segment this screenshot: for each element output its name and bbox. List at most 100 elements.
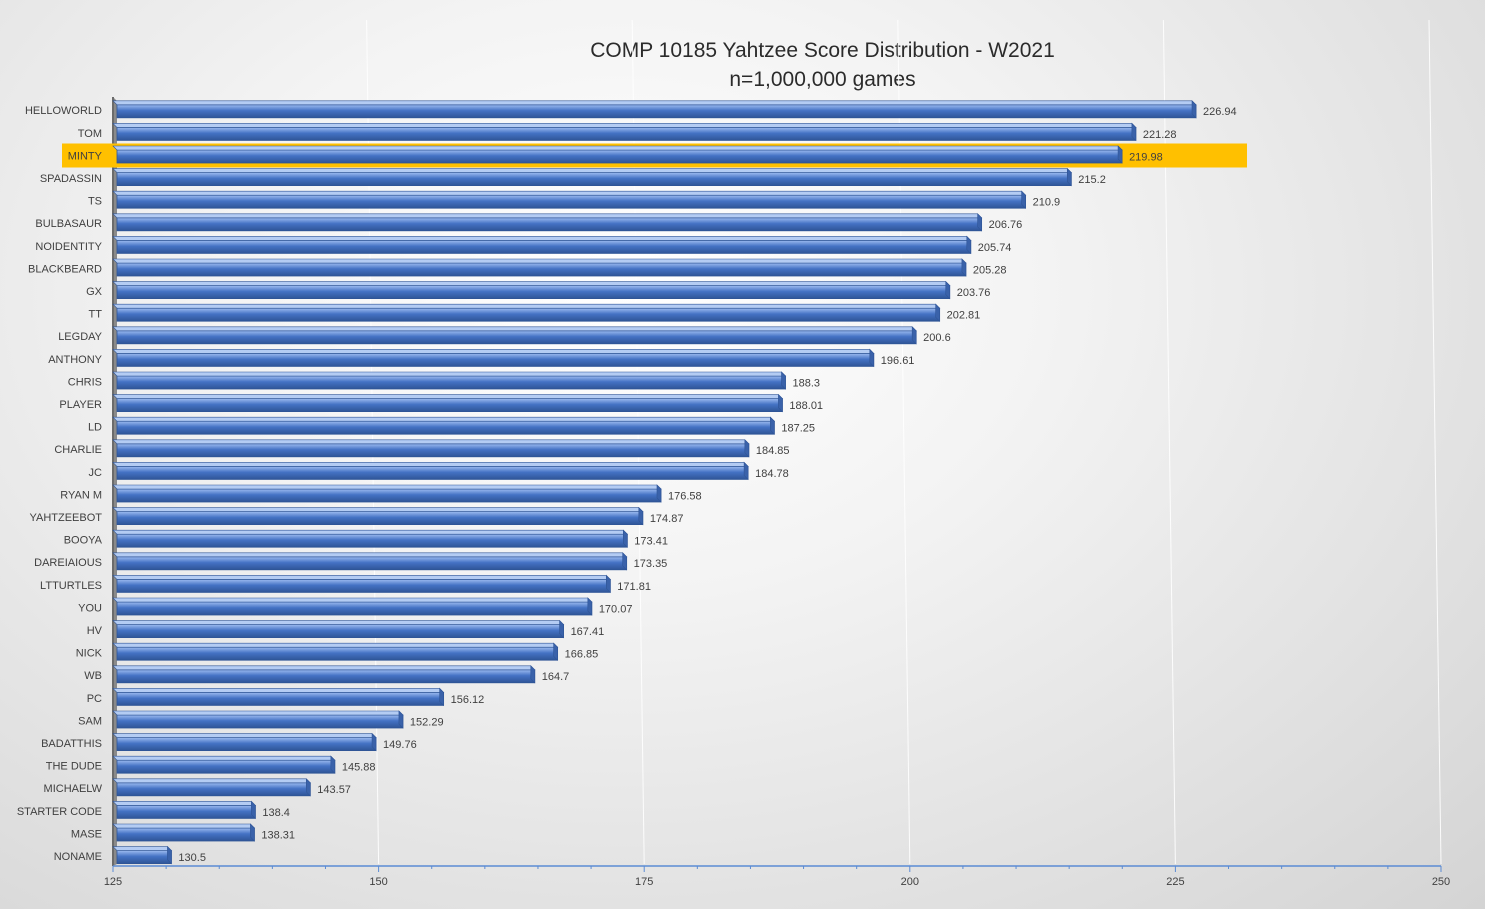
bar-ltturtles bbox=[112, 574, 612, 594]
chart-title: COMP 10185 Yahtzee Score Distribution - … bbox=[590, 39, 1055, 62]
bar-end bbox=[553, 642, 558, 661]
bar-end bbox=[439, 687, 444, 707]
category-label: CHARLIE bbox=[54, 444, 102, 456]
category-label: DAREIAIOUS bbox=[34, 557, 102, 569]
bar-face bbox=[116, 330, 917, 345]
bar-noname bbox=[112, 845, 173, 865]
bar-mase bbox=[112, 823, 256, 842]
bar-hv bbox=[112, 619, 565, 639]
bar-ryan-m bbox=[112, 484, 662, 503]
bar-end bbox=[1191, 100, 1197, 119]
data-label: 205.28 bbox=[973, 264, 1007, 276]
category-label: MINTY bbox=[68, 150, 103, 162]
bar-top bbox=[112, 575, 612, 580]
category-label: BADATTHIS bbox=[41, 738, 102, 750]
category-label: JC bbox=[89, 467, 103, 479]
bar-top bbox=[112, 123, 1137, 128]
bar-badatthis bbox=[112, 732, 377, 752]
x-tick-label: 175 bbox=[635, 876, 653, 888]
data-label: 200.6 bbox=[923, 332, 951, 344]
bar-top bbox=[112, 710, 404, 716]
bar-end bbox=[622, 552, 627, 571]
bar-top bbox=[112, 484, 662, 490]
bar-charlie bbox=[112, 439, 750, 458]
bar-end bbox=[559, 619, 564, 639]
bar-face bbox=[116, 759, 336, 774]
category-label: PLAYER bbox=[59, 399, 102, 411]
data-label: 176.58 bbox=[668, 490, 702, 502]
category-label: YOU bbox=[78, 602, 102, 614]
data-label: 188.01 bbox=[789, 400, 823, 412]
x-tick-label: 250 bbox=[1432, 876, 1450, 888]
category-label: YAHTZEEBOT bbox=[29, 512, 102, 524]
data-label: 149.76 bbox=[383, 739, 417, 751]
bar-ts bbox=[112, 190, 1027, 209]
bar-top bbox=[112, 168, 1073, 173]
data-label: 188.3 bbox=[792, 377, 820, 389]
bar-chris bbox=[112, 371, 787, 390]
bar-top bbox=[112, 642, 559, 648]
category-label: BOOYA bbox=[64, 535, 103, 547]
bar-top bbox=[112, 100, 1197, 106]
category-label: NONAME bbox=[54, 851, 102, 863]
category-label: BULBASAUR bbox=[35, 218, 102, 230]
bar-face bbox=[116, 194, 1027, 209]
bar-the-dude bbox=[112, 755, 336, 774]
bar-top bbox=[112, 529, 629, 535]
bar-helloworld bbox=[112, 100, 1197, 119]
gridline bbox=[1428, 19, 1442, 865]
bar-face bbox=[116, 420, 775, 435]
category-label: SAM bbox=[78, 715, 102, 727]
bar-michaelw bbox=[112, 778, 312, 797]
category-label: THE DUDE bbox=[46, 761, 102, 773]
bar-top bbox=[112, 190, 1027, 196]
data-label: 167.41 bbox=[571, 626, 605, 638]
bar-end bbox=[250, 823, 255, 842]
bar-end bbox=[935, 303, 940, 322]
bar-jc bbox=[112, 461, 749, 481]
bar-end bbox=[330, 755, 336, 774]
bar-top bbox=[112, 462, 749, 467]
bar-top bbox=[112, 236, 972, 241]
x-tick-label: 225 bbox=[1166, 876, 1184, 888]
bar-player bbox=[112, 393, 784, 413]
category-label: NICK bbox=[76, 648, 103, 660]
bar-top bbox=[112, 733, 377, 738]
category-label: HELLOWORLD bbox=[25, 105, 102, 117]
bar-top bbox=[112, 213, 983, 219]
bar-end bbox=[869, 348, 875, 368]
bar-minty bbox=[112, 145, 1123, 164]
category-label: TS bbox=[88, 196, 102, 208]
bar-face bbox=[116, 782, 311, 797]
bar-end bbox=[1066, 167, 1072, 187]
bar-end bbox=[371, 732, 377, 752]
data-label: 206.76 bbox=[989, 219, 1023, 231]
category-label: SPADASSIN bbox=[40, 173, 102, 185]
bar-nick bbox=[112, 642, 559, 661]
bar-face bbox=[116, 714, 404, 729]
data-label: 138.31 bbox=[261, 829, 295, 841]
bar-end bbox=[1117, 145, 1123, 164]
category-label: HV bbox=[87, 625, 103, 637]
bar-face bbox=[116, 827, 255, 842]
bar-yahtzeebot bbox=[112, 506, 644, 526]
bar-you bbox=[112, 597, 593, 616]
bar-face bbox=[116, 127, 1137, 141]
bar-end bbox=[1131, 122, 1137, 142]
bar-face bbox=[116, 601, 593, 616]
data-label: 202.81 bbox=[947, 310, 981, 322]
category-label: RYAN M bbox=[60, 489, 102, 501]
bar-top bbox=[112, 281, 951, 286]
bar-face bbox=[116, 533, 628, 548]
bar-top bbox=[112, 778, 312, 784]
bar-top bbox=[112, 439, 750, 445]
bar-end bbox=[911, 326, 917, 345]
category-label: LTTURTLES bbox=[40, 580, 102, 592]
bar-blackbeard bbox=[112, 258, 967, 277]
data-label: 203.76 bbox=[957, 287, 991, 299]
data-label: 196.61 bbox=[881, 355, 915, 367]
bar-face bbox=[116, 669, 536, 684]
bar-top bbox=[112, 145, 1123, 151]
